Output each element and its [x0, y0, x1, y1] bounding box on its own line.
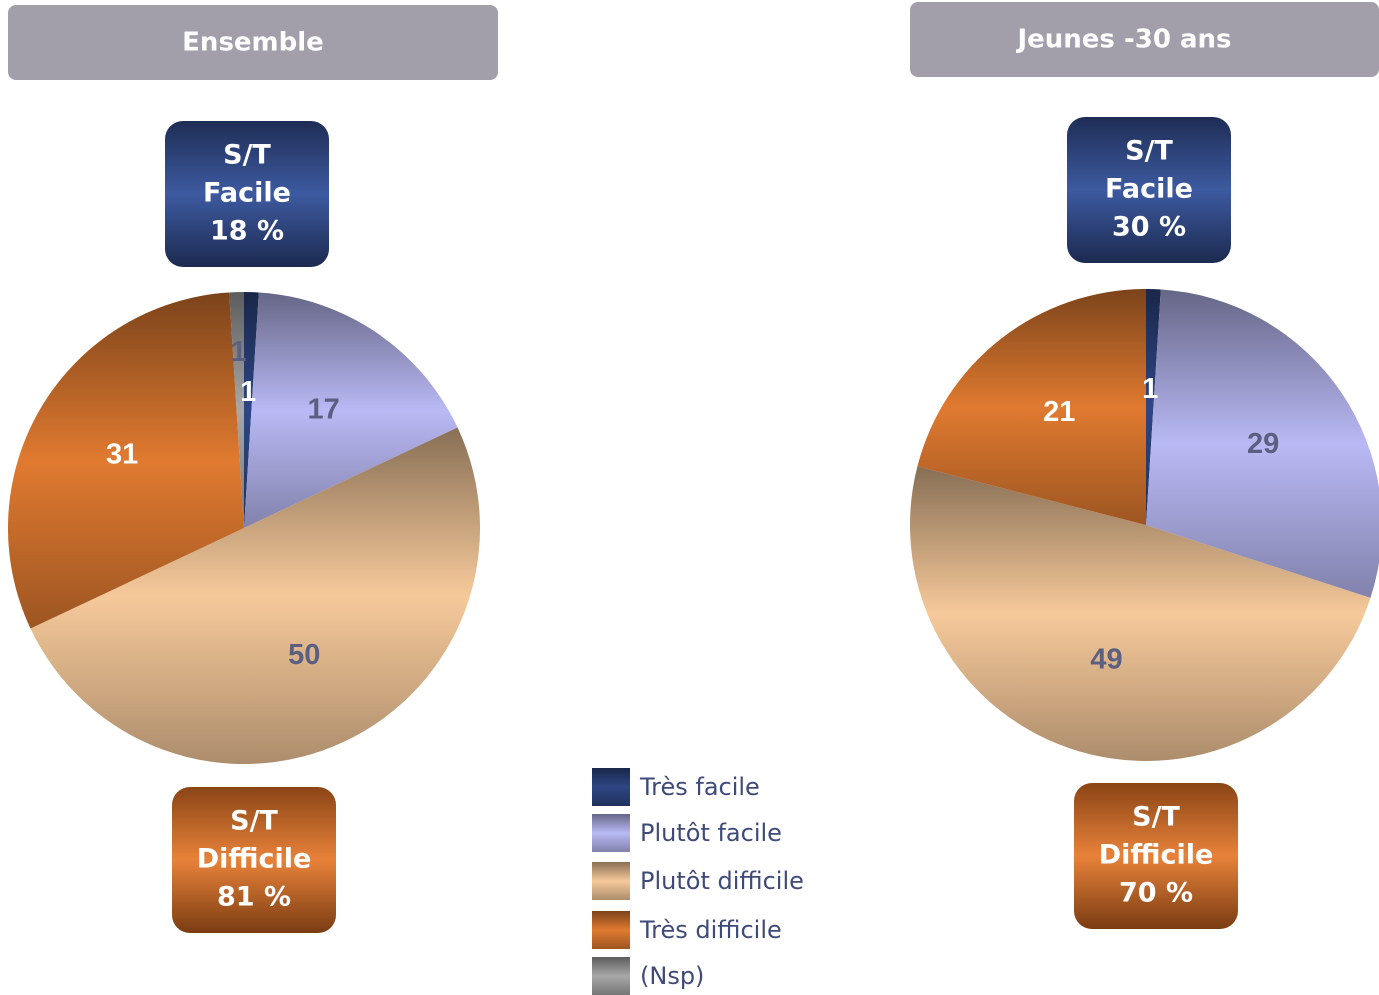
legend-label: Plutôt difficile	[640, 867, 804, 895]
value-label: 21	[1043, 396, 1075, 428]
slice-shade	[229, 292, 244, 528]
swatch-shade	[592, 957, 630, 995]
swatch-shade	[592, 814, 630, 852]
value-label: 50	[288, 639, 320, 671]
summary-text: S/T	[230, 806, 278, 837]
value-label: 31	[106, 439, 138, 471]
value-label: 49	[1090, 644, 1122, 676]
chart-title: Jeunes -30 ans	[1015, 25, 1231, 55]
summary-text: Difficile	[197, 844, 312, 875]
summary-text: Facile	[1105, 174, 1193, 205]
summary-box	[172, 787, 336, 933]
swatch-shade	[592, 768, 630, 806]
value-label: 29	[1247, 428, 1279, 460]
value-label: 1	[230, 336, 246, 368]
slice-shade	[244, 292, 458, 528]
legend-label: Très difficile	[639, 916, 782, 944]
summary-text: Difficile	[1099, 840, 1214, 871]
header-box	[8, 5, 498, 80]
summary-value: 70 %	[1119, 878, 1193, 909]
summary-box	[1074, 783, 1238, 929]
summary-box	[165, 121, 329, 267]
summary-text: Facile	[203, 178, 291, 209]
summary-box	[1067, 117, 1231, 263]
slice-shade	[244, 292, 259, 528]
slice-shade	[910, 466, 1371, 761]
header-box	[910, 2, 1379, 77]
slice-shade	[30, 427, 481, 764]
summary-value: 18 %	[210, 216, 284, 247]
summary-value: 81 %	[217, 882, 291, 913]
slice-shade	[1146, 289, 1379, 598]
legend-label: Très facile	[639, 773, 760, 801]
swatch-shade	[592, 911, 630, 949]
summary-text: S/T	[223, 140, 271, 171]
swatch-shade	[592, 862, 630, 900]
value-label: 17	[307, 394, 339, 426]
chart-title: Ensemble	[182, 28, 324, 58]
summary-text: S/T	[1125, 136, 1173, 167]
slice-shade	[7, 292, 244, 629]
legend-label: Plutôt facile	[640, 819, 782, 847]
summary-value: 30 %	[1112, 212, 1186, 243]
value-label: 1	[240, 376, 256, 408]
summary-text: S/T	[1132, 802, 1180, 833]
legend-label: (Nsp)	[640, 962, 704, 990]
slice-shade	[1146, 289, 1161, 525]
value-label: 1	[1142, 373, 1158, 405]
slice-shade	[917, 289, 1146, 525]
